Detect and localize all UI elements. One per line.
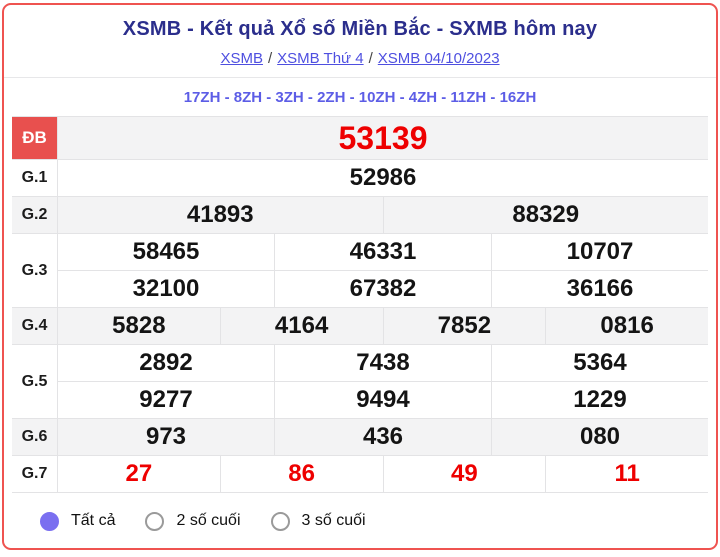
prize-label: G.3 [12,234,58,307]
prize-number: 32100 [132,275,200,302]
prize-number: 67382 [274,271,491,307]
breadcrumb-link[interactable]: XSMB Thứ 4 [277,50,364,67]
breadcrumb: XSMB / XSMB Thứ 4/XSMB 04/10/2023 [4,50,716,67]
prize-number: 58465 [132,238,200,265]
breadcrumb-separator: / [368,50,373,67]
breadcrumb-link[interactable]: XSMB 04/10/2023 [377,50,500,67]
prize-number: 9277 [139,386,193,413]
prize-row: G.6 973 436 080 [12,419,708,456]
radio-icon[interactable] [40,511,59,531]
prize-row: G.5 2892 7438 5364 9277 9494 1229 [12,345,708,419]
filter-option-label: 2 số cuối [176,512,241,529]
radio-icon[interactable] [145,511,165,531]
zh-stats-line: 17ZH - 8ZH - 3ZH - 2ZH - 10ZH - 4ZH - 11… [183,89,537,106]
prize-number: 973 [145,423,187,450]
prize-number: 41893 [186,201,254,228]
filter-option[interactable]: Tất cả [40,511,116,531]
prize-number: 7852 [382,308,546,344]
prize-number: 11 [545,456,708,492]
breadcrumb-separator: / [267,50,273,67]
prize-number: 52986 [349,164,417,191]
prize-number: 5828 [112,312,166,339]
prize-label: G.5 [12,345,58,418]
prize-number: 53139 [338,119,428,156]
prize-number: 88329 [382,197,709,233]
prize-number: 4164 [219,308,383,344]
prize-number: 7438 [274,345,491,381]
prize-row: G.1 52986 [12,160,708,197]
prize-label: G.2 [12,197,58,233]
prize-number: 46331 [274,234,491,270]
prize-number: 1229 [491,382,708,418]
prize-number: 49 [382,456,546,492]
prize-row: G.4 5828 4164 7852 0816 [12,308,708,345]
lottery-results-card: XSMB - Kết quả Xổ số Miền Bắc - SXMB hôm… [2,3,718,550]
prize-row: G.3 58465 46331 10707 32100 67382 36166 [12,234,708,308]
prize-number: 36166 [491,271,708,307]
filter-option-label: 3 số cuối [301,512,366,529]
prize-label: G.1 [12,160,58,196]
prize-number: 27 [125,460,153,487]
prize-number: 9494 [274,382,491,418]
radio-icon[interactable] [270,511,290,531]
prize-row: G.7 27 86 49 11 [12,456,708,493]
results-table: ĐB 53139 G.1 52986 G.2 41893 88329 G.3 58465 4633… [12,116,708,493]
prize-label: G.7 [12,456,58,492]
header: XSMB - Kết quả Xổ số Miền Bắc - SXMB hôm… [4,5,716,67]
filter-bar: Tất cả 2 số cuối 3 số cuối [4,493,716,548]
page-title: XSMB - Kết quả Xổ số Miền Bắc - SXMB hôm… [122,18,598,40]
breadcrumb-link[interactable]: XSMB [220,50,263,67]
filter-option-label: Tất cả [71,512,116,529]
prize-number: 436 [274,419,491,455]
prize-number: 10707 [491,234,708,270]
prize-row: ĐB 53139 [12,117,708,160]
prize-number: 0816 [545,308,708,344]
filter-option[interactable]: 3 số cuối [270,511,366,531]
header-divider [4,77,716,78]
prize-label: G.4 [12,308,58,344]
prize-label: ĐB [12,117,58,159]
prize-number: 86 [219,456,383,492]
prize-row: G.2 41893 88329 [12,197,708,234]
prize-label: G.6 [12,419,58,455]
filter-option[interactable]: 2 số cuối [145,511,241,531]
prize-number: 080 [491,419,708,455]
prize-number: 2892 [139,349,193,376]
prize-number: 5364 [491,345,708,381]
